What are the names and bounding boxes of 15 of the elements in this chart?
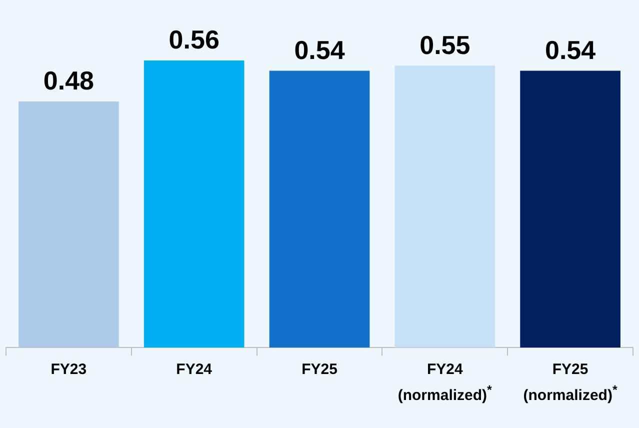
bar [269,70,370,348]
bar [144,60,244,348]
x-tick-label: FY24 (normalized)$^{*}$ [398,360,492,406]
x-tick-label: FY24 [176,360,212,380]
x-tick-label: FY23 [50,360,87,380]
data-label: 0.55 [420,30,470,60]
data-label: 0.54 [544,34,596,65]
data-label: 0.56 [168,24,220,55]
data-label: 0.54 [294,34,346,65]
bar [520,70,620,348]
bar [18,102,119,348]
x-tick-label: FY25 (normalized)$^{*}$ [523,360,618,406]
bar [394,66,496,348]
x-tick-label: FY25 [302,360,338,380]
data-label: 0.48 [43,66,94,96]
